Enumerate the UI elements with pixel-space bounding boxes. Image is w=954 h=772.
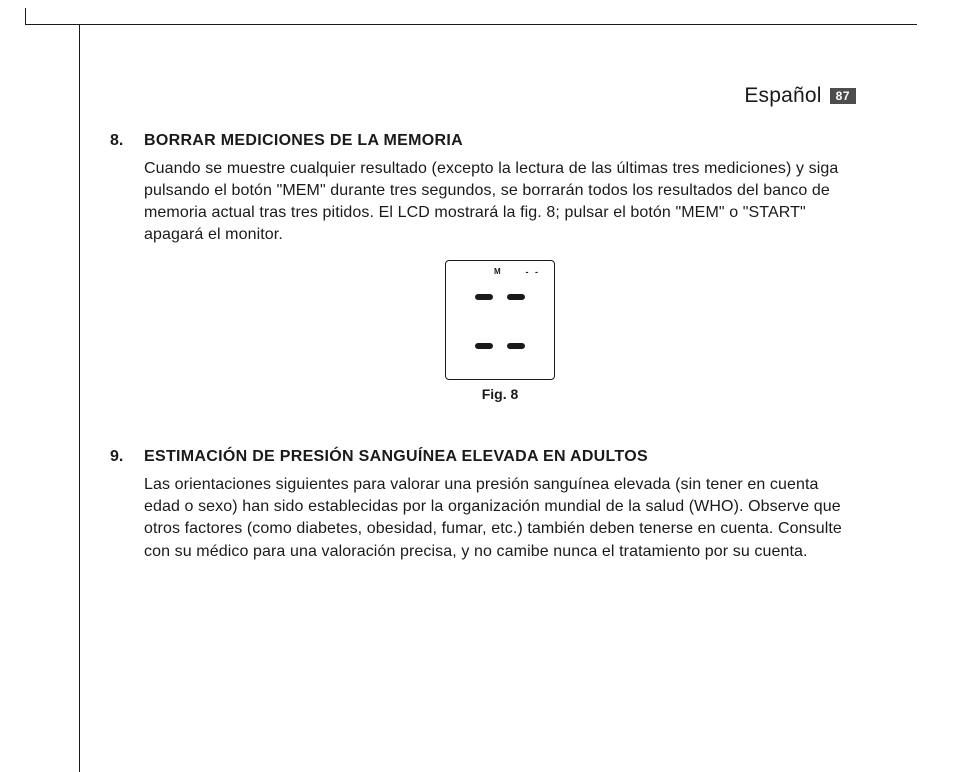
section-8-title: BORRAR MEDICIONES DE LA MEMORIA <box>144 132 856 150</box>
section-9-body: ESTIMACIÓN DE PRESIÓN SANGUÍNEA ELEVADA … <box>144 448 856 562</box>
lcd-segment <box>475 343 493 349</box>
gutter-line <box>79 24 80 772</box>
crop-mark-top <box>25 24 917 25</box>
lcd-segment <box>507 294 525 300</box>
page-number-badge: 87 <box>830 88 856 104</box>
section-9-number: 9. <box>110 448 144 562</box>
lcd-m-label: M <box>494 267 501 276</box>
page-header: Español 87 <box>110 84 856 108</box>
figure-8-caption: Fig. 8 <box>482 386 519 402</box>
lcd-row-2 <box>446 343 554 349</box>
lcd-segment <box>507 343 525 349</box>
section-8-text: Cuando se muestre cualquier resultado (e… <box>144 158 856 246</box>
figure-8: M - - Fig. 8 <box>144 260 856 402</box>
lcd-segment <box>475 294 493 300</box>
language-label: Español <box>744 84 821 108</box>
section-9: 9. ESTIMACIÓN DE PRESIÓN SANGUÍNEA ELEVA… <box>110 448 856 562</box>
page: Español 87 8. BORRAR MEDICIONES DE LA ME… <box>0 0 954 772</box>
section-9-text: Las orientaciones siguientes para valora… <box>144 474 856 562</box>
crop-mark-tick <box>25 8 26 24</box>
section-spacer <box>110 418 856 448</box>
content-area: Español 87 8. BORRAR MEDICIONES DE LA ME… <box>110 84 856 573</box>
section-8-number: 8. <box>110 132 144 408</box>
lcd-row-1 <box>446 294 554 300</box>
lcd-dashes: - - <box>526 267 541 277</box>
section-8-body: BORRAR MEDICIONES DE LA MEMORIA Cuando s… <box>144 132 856 408</box>
section-9-title: ESTIMACIÓN DE PRESIÓN SANGUÍNEA ELEVADA … <box>144 448 856 466</box>
lcd-screen: M - - <box>445 260 555 380</box>
section-8: 8. BORRAR MEDICIONES DE LA MEMORIA Cuand… <box>110 132 856 408</box>
